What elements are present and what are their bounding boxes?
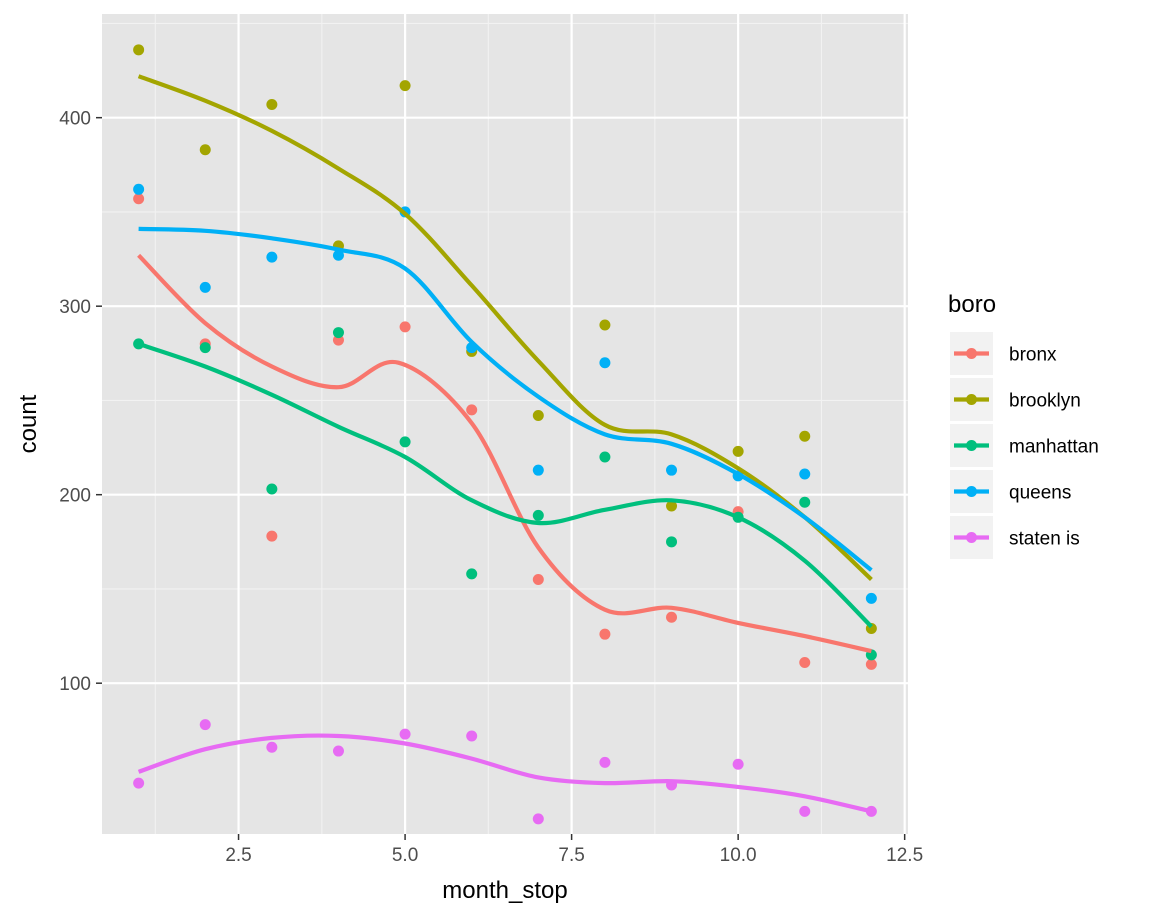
data-point [732, 758, 744, 770]
data-point [532, 410, 544, 422]
trend-line [137, 733, 872, 814]
data-point [133, 183, 145, 195]
data-point [865, 592, 877, 604]
x-axis-title: month_stop [442, 877, 567, 904]
legend-label: bronx [1009, 345, 1057, 366]
y-tick-label: 200 [59, 486, 91, 507]
x-tick-label: 7.5 [558, 845, 584, 866]
data-point [666, 611, 678, 623]
data-point [599, 628, 611, 640]
legend-label: queens [1009, 483, 1071, 504]
minor-gridlines [102, 14, 908, 834]
trend-line [138, 226, 873, 572]
data-point [399, 436, 411, 448]
data-point [466, 730, 478, 742]
x-axis: 2.5 5.0 7.5 10.0 12.5 [225, 834, 923, 866]
major-gridlines [102, 14, 908, 834]
y-axis-title: count [15, 394, 42, 453]
legend-item: manhattan [950, 424, 1099, 467]
legend-title: boro [948, 291, 996, 318]
data-point [799, 496, 811, 508]
x-tick-label: 5.0 [392, 845, 418, 866]
y-tick-label: 400 [59, 109, 91, 130]
trend-lines [137, 74, 873, 814]
y-tick-label: 300 [59, 297, 91, 318]
data-point [332, 745, 344, 757]
data-point [666, 500, 678, 512]
data-point [532, 574, 544, 586]
y-axis: 100 200 300 400 [59, 109, 102, 695]
data-point [466, 404, 478, 416]
data-point [266, 530, 278, 542]
data-point [865, 658, 877, 670]
data-point [799, 468, 811, 480]
data-point [332, 249, 344, 261]
legend-key-point [966, 486, 977, 497]
legend-item: queens [950, 470, 1071, 513]
data-point [466, 568, 478, 580]
legend-key-point [966, 348, 977, 359]
data-point [599, 319, 611, 331]
data-point [532, 464, 544, 476]
trend-line [137, 341, 873, 629]
legend-label: staten is [1009, 529, 1080, 550]
data-point [399, 728, 411, 740]
data-point [399, 321, 411, 333]
legend: boro bronx brooklyn manhattan queens staten … [948, 291, 1099, 559]
data-point [199, 281, 211, 293]
data-point [799, 430, 811, 442]
x-tick-label: 2.5 [225, 845, 251, 866]
x-tick-label: 12.5 [886, 845, 923, 866]
legend-item: bronx [950, 332, 1057, 375]
data-point [399, 80, 411, 92]
data-point [799, 656, 811, 668]
legend-key-point [966, 394, 977, 405]
data-point [199, 144, 211, 156]
data-point [666, 464, 678, 476]
data-point [532, 813, 544, 825]
data-point [599, 756, 611, 768]
legend-key-point [966, 532, 977, 543]
data-point [133, 193, 145, 205]
data-point [266, 98, 278, 110]
data-point [532, 509, 544, 521]
data-point [799, 805, 811, 817]
y-tick-label: 100 [59, 674, 91, 695]
data-point [133, 44, 145, 56]
data-point [332, 334, 344, 346]
data-point [266, 741, 278, 753]
trend-line [137, 74, 873, 582]
plot-panel [102, 14, 908, 834]
legend-item: brooklyn [950, 378, 1081, 421]
data-point [266, 251, 278, 263]
data-point [199, 719, 211, 731]
x-tick-label: 10.0 [720, 845, 757, 866]
data-point [266, 483, 278, 495]
legend-key-point [966, 440, 977, 451]
data-point [666, 536, 678, 548]
data-point [599, 451, 611, 463]
data-point [199, 342, 211, 354]
legend-label: manhattan [1009, 437, 1099, 458]
data-point [133, 777, 145, 789]
data-point [332, 327, 344, 339]
trend-line [137, 253, 872, 654]
data-point [599, 357, 611, 369]
legend-item: staten is [950, 516, 1080, 559]
data-point [732, 445, 744, 457]
legend-label: brooklyn [1009, 391, 1081, 412]
